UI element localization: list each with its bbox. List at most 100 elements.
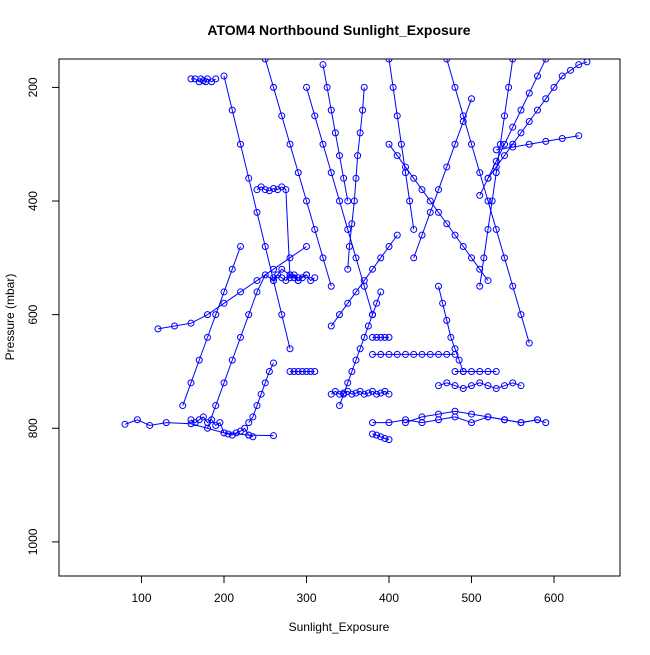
data-point xyxy=(195,356,203,364)
data-point xyxy=(402,350,409,358)
data-point xyxy=(204,333,211,341)
data-point xyxy=(410,174,418,182)
y-tick-label: 600 xyxy=(26,304,40,324)
data-point xyxy=(443,163,451,171)
data-point xyxy=(443,220,451,228)
y-tick-label: 800 xyxy=(26,418,40,438)
data-series xyxy=(220,72,294,353)
data-point xyxy=(451,83,459,91)
data-point xyxy=(575,61,583,69)
x-tick-label: 400 xyxy=(379,591,399,605)
data-series xyxy=(369,350,459,358)
data-point xyxy=(418,231,426,239)
data-point xyxy=(468,140,475,148)
data-point xyxy=(492,225,500,233)
data-point xyxy=(352,288,360,296)
data-series xyxy=(443,59,533,347)
data-series xyxy=(336,288,385,410)
data-point xyxy=(261,186,269,194)
data-point xyxy=(517,419,525,427)
data-point xyxy=(286,254,294,262)
data-point xyxy=(418,186,426,194)
data-point xyxy=(261,242,269,250)
series-line xyxy=(248,362,274,423)
data-series xyxy=(402,407,541,427)
data-point xyxy=(558,72,566,80)
data-point xyxy=(480,254,488,262)
data-point xyxy=(249,433,257,441)
data-point xyxy=(336,152,343,160)
data-point xyxy=(344,197,352,205)
series-line xyxy=(496,135,579,151)
x-tick-label: 100 xyxy=(131,591,151,605)
data-point xyxy=(187,319,195,327)
data-point xyxy=(311,112,319,120)
data-series xyxy=(369,333,393,341)
data-point xyxy=(397,140,405,148)
data-point xyxy=(381,435,389,443)
data-point xyxy=(385,390,393,398)
data-point xyxy=(517,311,525,319)
series-line xyxy=(413,98,472,259)
data-point xyxy=(319,140,327,148)
data-point xyxy=(344,265,352,273)
data-point xyxy=(311,225,319,233)
data-point xyxy=(278,311,286,319)
data-point xyxy=(212,311,220,319)
data-series xyxy=(435,282,467,375)
y-tick-label: 400 xyxy=(26,191,40,211)
data-point xyxy=(232,429,240,437)
data-point xyxy=(484,367,492,375)
data-point xyxy=(352,254,360,262)
data-point xyxy=(393,112,401,120)
y-axis-label: Pressure (mbar) xyxy=(3,274,17,361)
data-point xyxy=(509,59,517,63)
data-point xyxy=(377,350,385,358)
data-point xyxy=(410,350,418,358)
data-point xyxy=(220,72,228,80)
data-point xyxy=(369,350,376,358)
data-point xyxy=(476,282,484,290)
series-line xyxy=(223,75,291,349)
data-point xyxy=(228,265,236,273)
data-point xyxy=(509,282,517,290)
data-point xyxy=(212,75,220,83)
data-point xyxy=(290,367,298,375)
data-point xyxy=(402,416,409,424)
series-line xyxy=(264,59,332,287)
data-point xyxy=(179,402,187,410)
data-point xyxy=(220,379,228,387)
data-point xyxy=(468,382,475,390)
data-point xyxy=(237,242,244,250)
data-point xyxy=(265,367,273,375)
data-point xyxy=(468,95,475,103)
data-point xyxy=(360,83,368,91)
data-point xyxy=(443,350,451,358)
series-line xyxy=(322,64,349,202)
data-series xyxy=(484,59,591,182)
data-series xyxy=(385,140,492,285)
data-series xyxy=(253,183,302,285)
data-series xyxy=(327,231,401,330)
data-point xyxy=(270,83,277,91)
data-point xyxy=(402,169,409,177)
data-series xyxy=(179,242,244,410)
x-tick-label: 500 xyxy=(461,591,481,605)
data-point xyxy=(451,231,459,239)
data-point xyxy=(133,416,141,424)
data-point xyxy=(245,431,253,439)
data-series xyxy=(187,413,257,441)
data-point xyxy=(364,322,372,330)
data-point xyxy=(245,174,253,182)
data-point xyxy=(336,390,343,398)
data-point xyxy=(447,333,455,341)
data-point xyxy=(575,132,583,140)
series-line xyxy=(438,286,464,372)
data-point xyxy=(525,117,533,125)
data-point xyxy=(228,106,236,114)
data-point xyxy=(356,129,364,137)
data-point xyxy=(517,382,525,390)
data-point xyxy=(468,419,475,427)
